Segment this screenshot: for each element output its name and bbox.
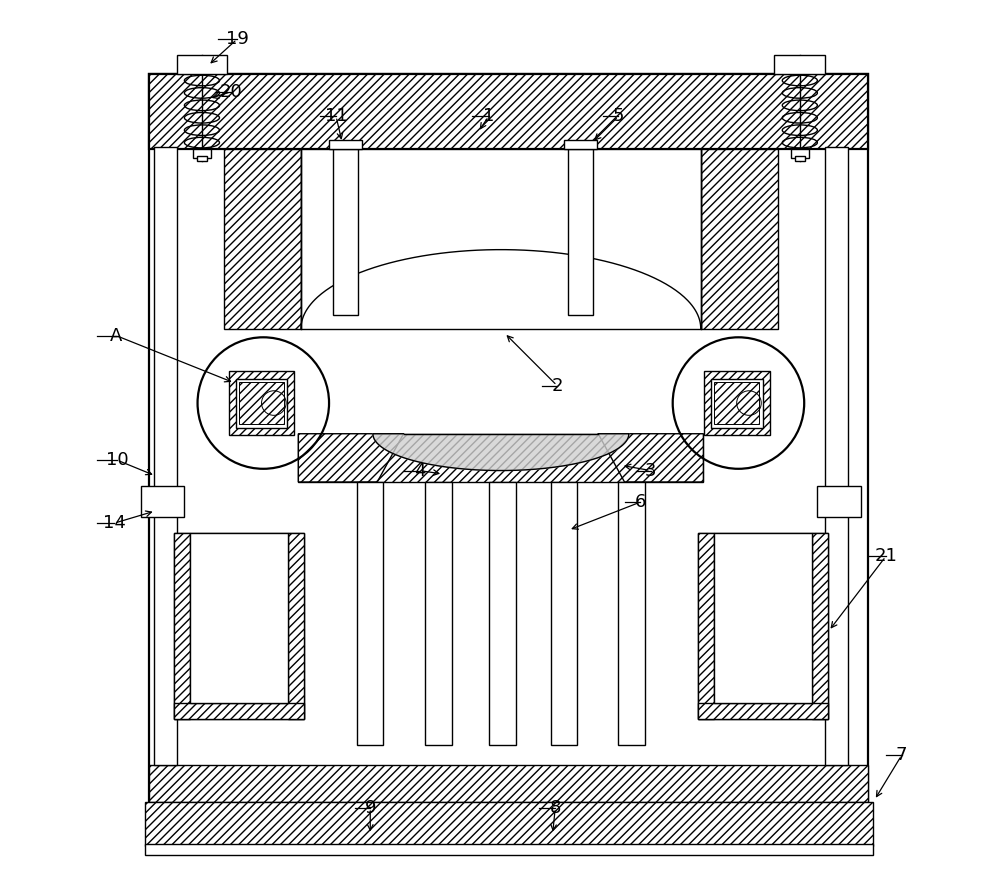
Polygon shape bbox=[298, 434, 404, 482]
Bar bbox=[177, 55, 227, 74]
Bar bbox=[795, 156, 805, 161]
Text: 9: 9 bbox=[365, 799, 376, 817]
Text: 19: 19 bbox=[226, 30, 248, 49]
Bar bbox=[489, 482, 516, 745]
Text: 4: 4 bbox=[414, 462, 425, 480]
Bar bbox=[224, 149, 301, 328]
Text: 5: 5 bbox=[613, 107, 624, 126]
Bar bbox=[301, 149, 701, 328]
Bar bbox=[149, 74, 868, 802]
Text: 14: 14 bbox=[103, 514, 126, 532]
Bar bbox=[239, 382, 284, 424]
Bar bbox=[149, 74, 868, 149]
Bar bbox=[698, 533, 714, 719]
Bar bbox=[825, 147, 848, 766]
Bar bbox=[714, 533, 812, 703]
Polygon shape bbox=[598, 434, 703, 482]
Bar bbox=[145, 844, 873, 855]
Text: 6: 6 bbox=[635, 493, 646, 512]
Bar bbox=[704, 372, 770, 435]
Bar bbox=[618, 482, 645, 745]
Bar bbox=[149, 766, 868, 802]
Text: 2: 2 bbox=[551, 376, 563, 395]
Text: 11: 11 bbox=[325, 107, 347, 126]
Text: 10: 10 bbox=[106, 451, 128, 469]
Bar bbox=[190, 533, 288, 703]
Bar bbox=[564, 140, 597, 149]
Bar bbox=[812, 533, 828, 719]
Bar bbox=[229, 372, 294, 435]
Bar bbox=[568, 149, 593, 315]
Bar bbox=[193, 149, 211, 158]
Bar bbox=[333, 149, 358, 315]
Bar bbox=[698, 703, 828, 719]
Bar bbox=[197, 156, 207, 161]
Text: 8: 8 bbox=[550, 799, 561, 817]
Bar bbox=[714, 382, 759, 424]
Bar bbox=[174, 533, 190, 719]
Text: 7: 7 bbox=[896, 746, 907, 765]
Bar bbox=[236, 379, 287, 427]
Bar bbox=[174, 703, 304, 719]
Text: 1: 1 bbox=[483, 107, 494, 126]
Bar bbox=[141, 487, 184, 517]
Bar bbox=[425, 482, 452, 745]
Text: 21: 21 bbox=[874, 548, 897, 566]
Bar bbox=[298, 434, 703, 482]
Text: A: A bbox=[110, 327, 122, 344]
Bar bbox=[357, 482, 383, 745]
Text: 3: 3 bbox=[645, 462, 657, 480]
Bar bbox=[174, 533, 304, 719]
Bar bbox=[551, 482, 577, 745]
Bar bbox=[701, 149, 778, 328]
Bar bbox=[698, 533, 828, 719]
Bar bbox=[145, 802, 873, 846]
Bar bbox=[329, 140, 362, 149]
Bar bbox=[154, 147, 177, 766]
Bar bbox=[774, 55, 825, 74]
Polygon shape bbox=[373, 434, 629, 471]
Bar bbox=[288, 533, 304, 719]
Bar bbox=[817, 487, 861, 517]
Text: 20: 20 bbox=[219, 83, 242, 101]
Bar bbox=[791, 149, 809, 158]
Bar bbox=[711, 379, 763, 427]
